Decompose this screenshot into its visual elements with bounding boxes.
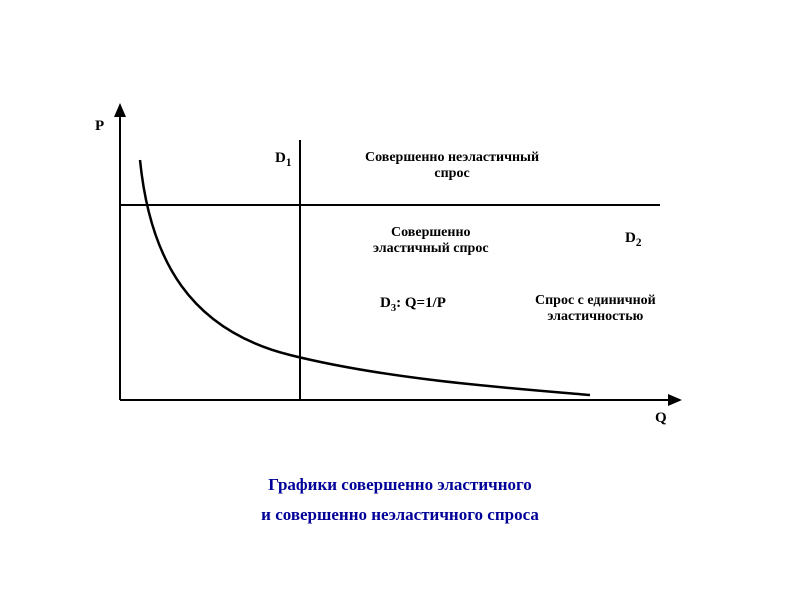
x-axis-label: Q <box>655 410 667 427</box>
y-axis-label: P <box>95 118 104 135</box>
elastic-label: Совершенно эластичный спрос <box>373 225 489 257</box>
unit-elastic-label: Спрос с единичной эластичностью <box>535 293 656 325</box>
chart-caption-line2: и совершенно неэластичного спроса <box>0 505 800 525</box>
chart-svg <box>90 100 690 420</box>
d3-curve <box>140 160 590 395</box>
demand-elasticity-chart: P Q D1 Совершенно неэластичный спрос Сов… <box>90 100 690 420</box>
d1-label: D1 <box>275 150 291 170</box>
d2-label: D2 <box>625 230 641 250</box>
chart-caption-line1: Графики совершенно эластичного <box>0 475 800 495</box>
inelastic-label: Совершенно неэластичный спрос <box>365 150 539 182</box>
d3-formula-label: D3: Q=1/P <box>380 295 446 315</box>
